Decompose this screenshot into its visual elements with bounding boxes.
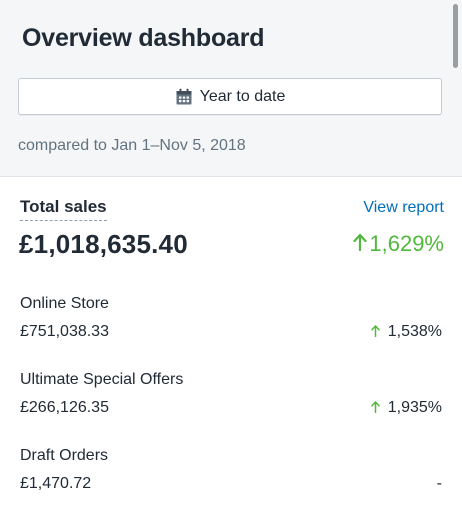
channel-row-draft-orders: Draft Orders £1,470.72 - [20,447,442,493]
channel-row-ultimate-special-offers: Ultimate Special Offers £266,126.35 1,93… [20,371,442,417]
channel-name: Online Store [20,295,109,312]
dashboard-header: Overview dashboard Year to date compared… [0,0,462,177]
channel-row-online-store: Online Store £751,038.33 1,538% [20,295,442,341]
page-title: Overview dashboard [22,24,265,52]
channel-change-value: 1,935% [387,399,442,416]
channel-value: £1,470.72 [20,475,92,492]
total-sales-change-value: 1,629% [369,231,444,256]
arrow-up-icon [370,400,380,416]
channel-name: Draft Orders [20,447,109,464]
date-range-label: Year to date [199,87,286,105]
channel-change: - [437,475,442,493]
arrow-up-icon [370,324,380,340]
arrow-up-icon [353,231,367,257]
total-sales-label[interactable]: Total sales [20,197,107,221]
total-sales-change: 1,629% [353,231,444,257]
scrollbar-thumb[interactable] [453,4,458,68]
channel-change: 1,538% [370,323,442,341]
channel-change: 1,935% [370,399,442,417]
comparison-text: compared to Jan 1–Nov 5, 2018 [18,137,246,154]
view-report-link[interactable]: View report [363,199,444,216]
channel-value: £751,038.33 [20,323,109,340]
channel-value: £266,126.35 [20,399,109,416]
channel-change-value: 1,538% [387,323,442,340]
calendar-icon [175,88,193,106]
channel-change-value: - [436,475,442,492]
channel-name: Ultimate Special Offers [20,371,184,388]
total-sales-value: £1,018,635.40 [19,229,188,259]
date-range-button[interactable]: Year to date [18,78,442,115]
